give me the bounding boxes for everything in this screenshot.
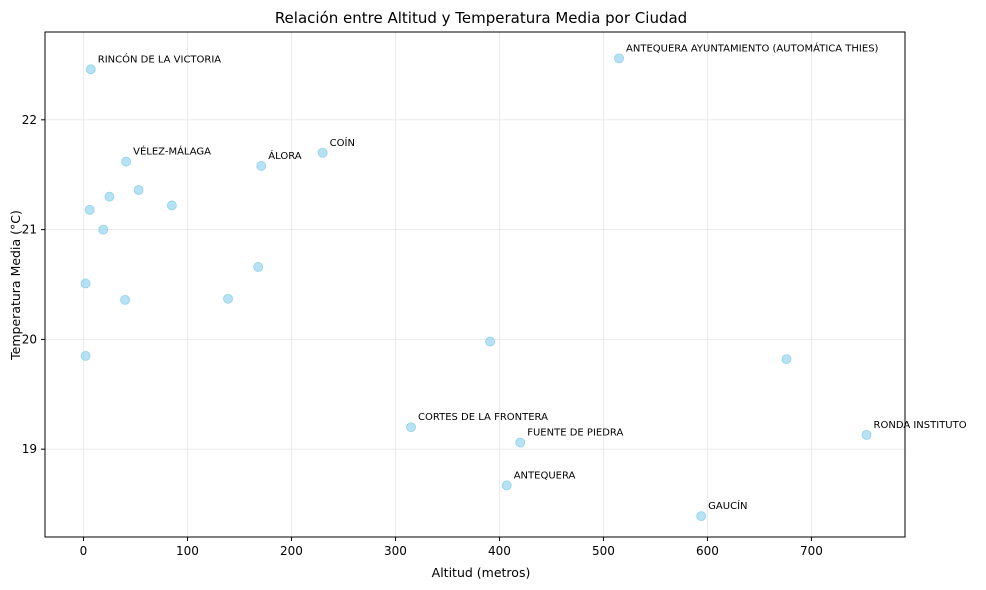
data-point [253,262,264,272]
data-point [121,156,132,167]
x-axis-ticks: 0 100 200 300 400 500 600 700 [80,537,823,558]
point-label: VÉLEZ-MÁLAGA [133,145,211,158]
x-tick-label: 300 [384,544,407,558]
data-point [133,185,144,195]
data-point [861,430,872,440]
x-tick-label: 100 [176,544,199,558]
data-point [781,354,792,365]
data-point [166,200,177,211]
x-tick-label: 0 [80,544,88,558]
plot-frame [44,31,906,538]
y-tick-label: 21 [22,223,37,237]
data-point [406,422,416,433]
data-point [696,511,707,522]
y-axis-ticks: 19 20 21 22 [22,113,45,456]
data-point [104,191,115,202]
point-label: FUENTE DE PIEDRA [527,428,623,439]
point-label: GAUCÍN [708,499,747,512]
point-label: CORTES DE LA FRONTERA [418,412,548,423]
x-tick-label: 600 [696,544,719,558]
data-point [223,293,233,304]
data-point [80,278,91,289]
y-tick-label: 20 [22,332,37,346]
point-label: ANTEQUERA [514,470,576,481]
data-point [85,64,96,75]
point-label: ANTEQUERA AYUNTAMIENTO (AUTOMÁTICA THIES… [626,41,879,54]
x-axis-label: Altitud (metros) [432,565,531,580]
x-tick-label: 200 [280,544,303,558]
data-point [317,147,328,158]
data-point [485,336,495,347]
chart-title: Relación entre Altitud y Temperatura Med… [275,9,687,27]
grid [45,32,905,537]
data-point [501,480,512,491]
data-point [256,161,267,171]
data-point [84,204,95,215]
x-tick-label: 400 [488,544,511,558]
point-label: RINCÓN DE LA VICTORIA [98,52,222,65]
data-point [80,350,91,361]
data-points [80,53,872,522]
y-tick-label: 19 [22,442,37,456]
x-tick-label: 700 [800,544,823,558]
data-point [515,437,526,448]
x-tick-label: 500 [592,544,615,558]
y-axis-label: Temperatura Media (°C) [8,210,23,361]
point-annotations: RINCÓN DE LA VICTORIA ANTEQUERA AYUNTAMIE… [98,41,967,512]
data-point [120,294,130,305]
data-point [614,53,624,64]
y-tick-label: 22 [22,113,37,127]
data-point [98,224,109,235]
point-label: COÍN [330,136,355,149]
point-label: RONDA INSTITUTO [874,420,967,431]
point-label: ÁLORA [268,149,301,162]
